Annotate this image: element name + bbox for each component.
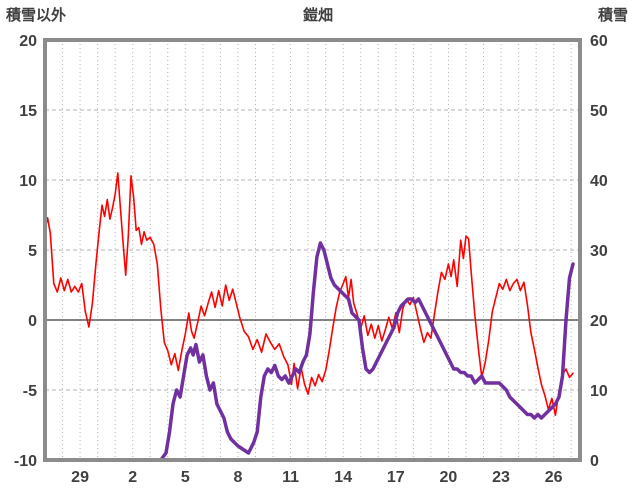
right-tick-label: 0 <box>590 453 599 470</box>
left-tick-label: 15 <box>19 103 37 120</box>
left-axis-title: 積雪以外 <box>6 7 67 24</box>
right-tick-label: 60 <box>590 33 608 50</box>
x-tick-label: 14 <box>334 469 352 486</box>
right-tick-label: 20 <box>590 313 608 330</box>
series-line-temperature <box>44 172 574 417</box>
left-tick-label: 5 <box>28 243 37 260</box>
right-tick-label: 50 <box>590 103 608 120</box>
left-tick-label: -10 <box>14 453 37 470</box>
left-tick-label: 20 <box>19 33 37 50</box>
x-tick-label: 29 <box>71 469 89 486</box>
right-tick-label: 30 <box>590 243 608 260</box>
left-tick-label: -5 <box>23 383 37 400</box>
x-tick-label: 5 <box>181 469 190 486</box>
x-tick-label: 2 <box>128 469 137 486</box>
right-axis-title: 積雪 <box>597 7 628 24</box>
x-tick-label: 20 <box>440 469 458 486</box>
chart-title: 鎧畑 <box>302 7 333 24</box>
x-tick-label: 26 <box>545 469 563 486</box>
x-tick-label: 17 <box>387 469 405 486</box>
chart-frame <box>43 38 582 462</box>
left-tick-label: 0 <box>28 313 37 330</box>
right-tick-label: 10 <box>590 383 608 400</box>
x-tick-label: 11 <box>282 469 299 486</box>
right-tick-label: 40 <box>590 173 608 190</box>
series-line-snow <box>43 241 575 462</box>
x-tick-label: 23 <box>492 469 510 486</box>
x-tick-label: 8 <box>233 469 242 486</box>
left-tick-label: 10 <box>19 173 37 190</box>
